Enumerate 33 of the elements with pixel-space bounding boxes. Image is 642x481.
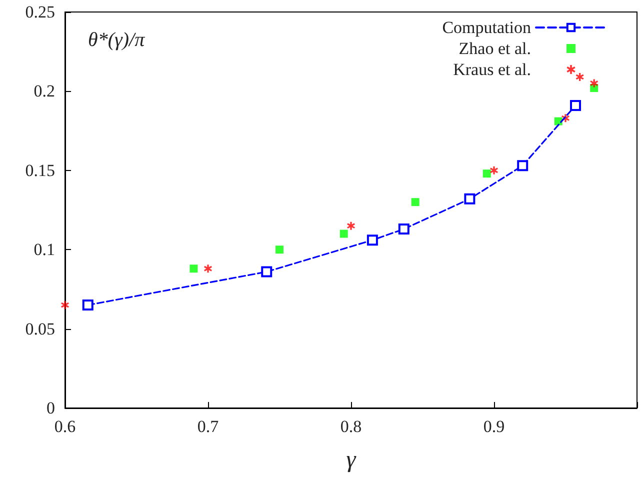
point	[570, 100, 582, 111]
x-tick-label: 0.9	[483, 417, 505, 436]
y-tick-label: 0.15	[25, 160, 55, 180]
point	[340, 230, 348, 238]
y-tick-label: 0.2	[34, 82, 55, 101]
point	[576, 72, 584, 81]
legend-label: Computation	[442, 18, 532, 37]
point	[366, 234, 378, 246]
legend-label: Zhao et al.	[458, 39, 531, 58]
point	[590, 79, 598, 88]
x-axis-title: γ	[346, 447, 356, 473]
y-axis-title: θ*(γ)/π	[88, 29, 146, 51]
y-tick-label: 0.05	[25, 319, 55, 338]
y-tick-label: 0.25	[25, 2, 55, 22]
x-tick-label: 0.8	[340, 417, 362, 436]
legend-label: Kraus et al.	[453, 60, 531, 79]
point	[347, 222, 355, 230]
point	[276, 246, 284, 254]
point	[411, 198, 420, 206]
point	[517, 160, 528, 172]
y-tick-label: 0	[46, 398, 55, 418]
y-tick-label: 0.1	[34, 240, 55, 260]
point	[464, 193, 476, 204]
point	[261, 266, 272, 278]
point	[190, 264, 198, 273]
point	[204, 264, 212, 273]
point	[482, 170, 491, 178]
point	[490, 166, 498, 174]
point	[398, 224, 410, 235]
x-tick-label: 0.6	[54, 417, 76, 436]
point	[82, 300, 94, 311]
x-tick-label: 0.7	[197, 417, 220, 436]
point	[61, 301, 69, 310]
